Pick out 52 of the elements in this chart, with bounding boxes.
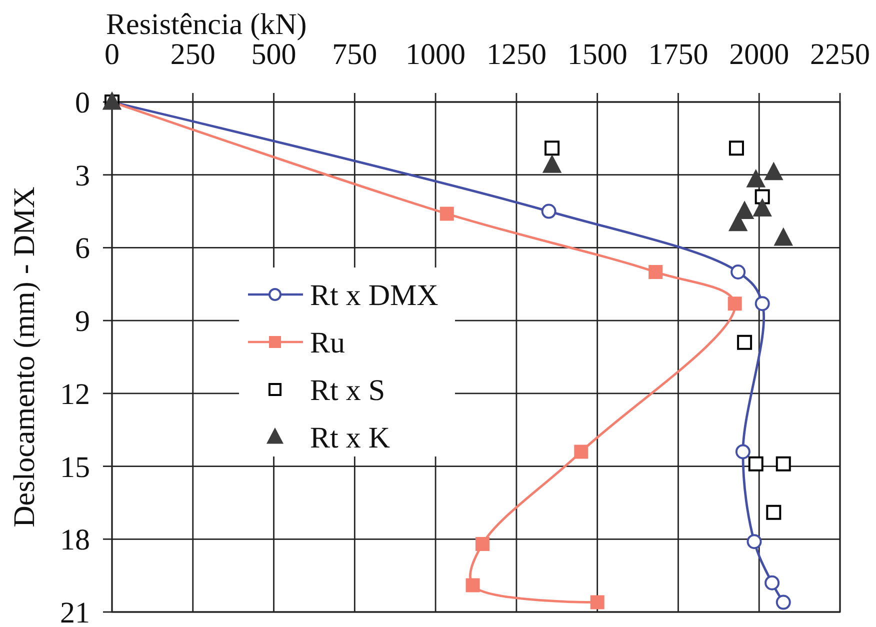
y-tick-label: 0 xyxy=(75,86,90,120)
point xyxy=(776,456,791,472)
legend-label: Ru xyxy=(310,326,346,360)
x-tick-label: 2000 xyxy=(729,38,790,71)
y-tick-label: 3 xyxy=(75,159,90,192)
y-tick-label: 9 xyxy=(75,305,90,338)
point xyxy=(730,264,746,280)
x-axis-title: Resistência (kN) xyxy=(106,8,307,41)
y-tick-label: 12 xyxy=(60,378,90,411)
point xyxy=(475,537,490,551)
x-tick-label: 250 xyxy=(170,38,216,71)
point xyxy=(748,456,764,472)
point xyxy=(542,155,562,173)
point xyxy=(754,189,770,204)
x-tick-label: 1000 xyxy=(406,38,466,71)
legend-label: Rt x K xyxy=(310,422,390,454)
x-tick-label: 750 xyxy=(332,38,378,71)
point xyxy=(541,204,556,219)
x-tick-label: 1250 xyxy=(486,38,546,71)
point xyxy=(737,334,752,350)
y-tick-label: 21 xyxy=(60,596,90,627)
point xyxy=(746,170,766,188)
point xyxy=(728,296,742,311)
legend-label: Rt x DMX xyxy=(310,279,439,312)
point xyxy=(440,206,454,221)
point xyxy=(774,228,793,246)
point xyxy=(753,198,772,217)
x-tick-label: 1750 xyxy=(648,38,708,71)
y-tick-label: 15 xyxy=(60,450,90,484)
point xyxy=(102,92,122,110)
point xyxy=(766,504,782,520)
legend-label: Rt x S xyxy=(310,374,386,407)
point xyxy=(735,444,750,460)
y-tick-label: 6 xyxy=(75,232,90,266)
x-tick-label: 1500 xyxy=(567,38,628,71)
point xyxy=(728,140,744,156)
point xyxy=(466,578,480,592)
x-tick-label: 2250 xyxy=(810,38,870,71)
point xyxy=(590,595,604,610)
point xyxy=(746,534,762,550)
point xyxy=(754,296,770,312)
y-tick-label: 18 xyxy=(60,524,90,557)
point xyxy=(728,213,748,232)
x-tick-label: 0 xyxy=(104,38,120,71)
point xyxy=(764,162,783,180)
point xyxy=(735,201,754,219)
point xyxy=(544,140,560,156)
point xyxy=(574,444,588,459)
point xyxy=(776,594,791,610)
point xyxy=(648,265,663,279)
point xyxy=(764,575,780,590)
y-axis-title: Deslocamento (mm) - DMX xyxy=(8,186,41,528)
